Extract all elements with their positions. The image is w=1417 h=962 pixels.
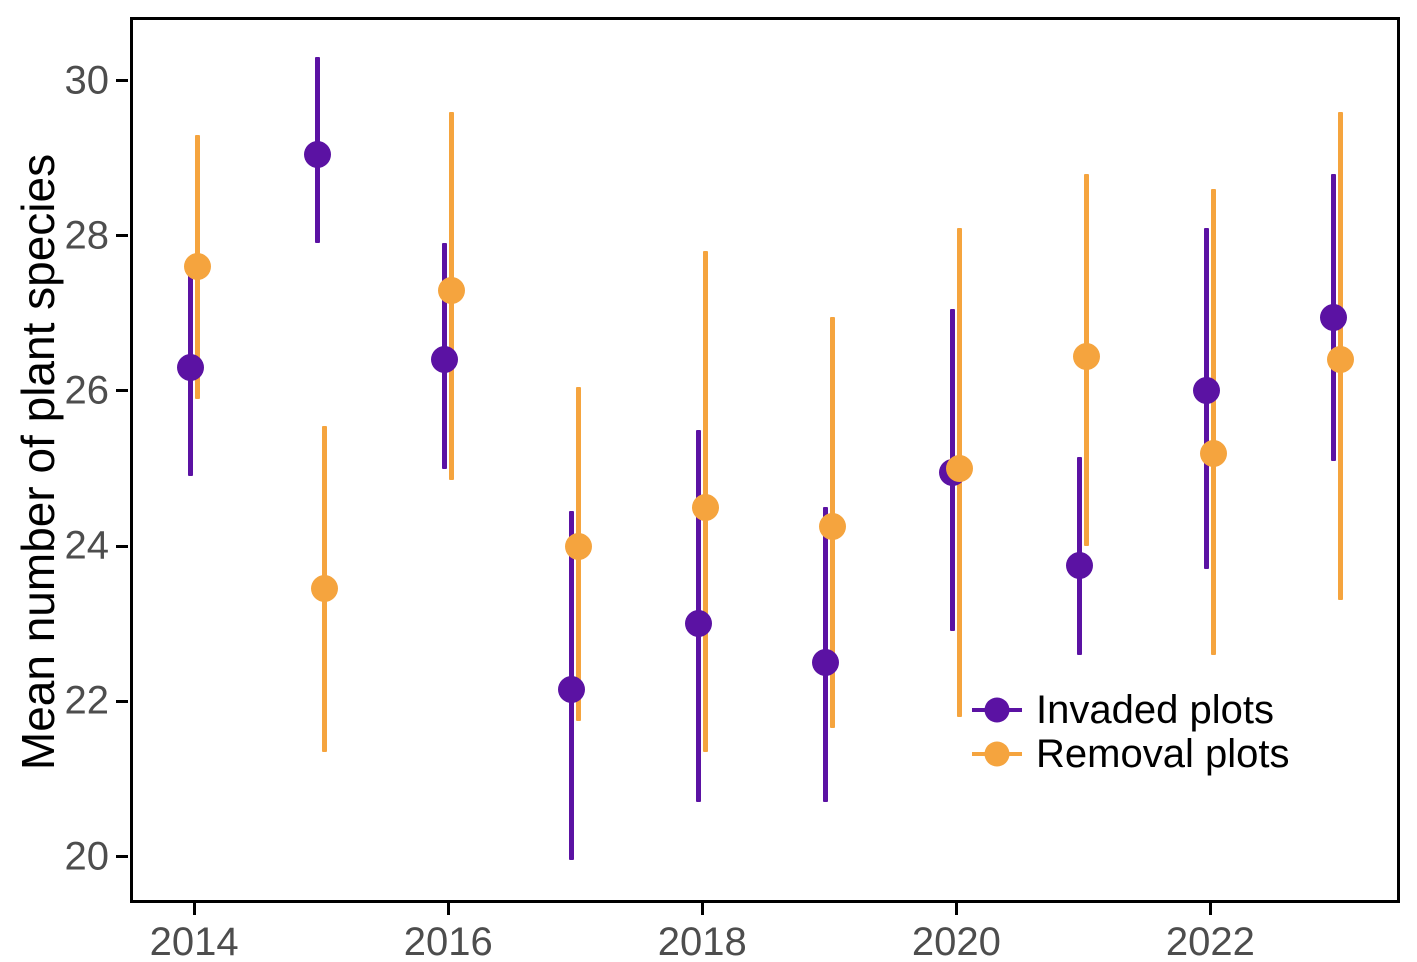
y-tick-mark	[116, 79, 128, 83]
mean-point-removal-2021	[1073, 342, 1101, 370]
x-tick-mark	[954, 903, 958, 915]
legend-key-removal	[972, 740, 1022, 768]
y-tick-label: 28	[64, 213, 110, 258]
mean-point-removal-2017	[565, 532, 593, 560]
mean-point-removal-2022	[1200, 439, 1228, 467]
x-tick-label: 2018	[657, 920, 747, 962]
y-tick-label: 24	[64, 523, 110, 568]
legend-item-removal: Removal plots	[972, 732, 1289, 776]
y-tick-label: 30	[64, 58, 110, 103]
mean-point-removal-2019	[819, 513, 847, 541]
invaded-point-icon	[984, 697, 1010, 723]
mean-point-invaded-2023	[1320, 303, 1348, 331]
plot-panel: 20 22 24 26 28 30 2014 2016 2018 2020 2022	[65, 17, 1400, 962]
x-tick-label: 2020	[911, 920, 1001, 962]
legend-label-invaded: Invaded plots	[1036, 687, 1274, 732]
mean-point-invaded-2018	[685, 610, 713, 638]
legend-key-invaded	[972, 696, 1022, 724]
mean-point-invaded-2015	[304, 140, 332, 168]
y-tick-label: 20	[64, 834, 110, 879]
mean-point-invaded-2022	[1193, 377, 1221, 405]
mean-point-invaded-2021	[1066, 552, 1094, 580]
x-tick-mark	[1208, 903, 1212, 915]
legend-label-removal: Removal plots	[1036, 731, 1290, 776]
mean-point-removal-2015	[311, 575, 339, 603]
mean-point-invaded-2014	[177, 354, 205, 382]
y-tick-label: 26	[64, 368, 110, 413]
x-tick-label: 2016	[403, 920, 493, 962]
x-tick-mark	[192, 903, 196, 915]
mean-point-invaded-2019	[812, 649, 840, 677]
mean-point-removal-2014	[184, 253, 212, 281]
x-tick-label: 2014	[149, 920, 239, 962]
y-tick-mark	[116, 389, 128, 393]
y-tick-mark	[116, 699, 128, 703]
mean-point-removal-2023	[1327, 346, 1355, 374]
mean-point-invaded-2016	[431, 346, 459, 374]
legend-item-invaded: Invaded plots	[972, 688, 1289, 732]
y-axis-title: Mean number of plant species	[12, 153, 64, 771]
x-tick-mark	[700, 903, 704, 915]
legend: Invaded plots Removal plots	[972, 688, 1289, 776]
error-bar-removal-2022	[1211, 189, 1217, 655]
x-tick-mark	[446, 903, 450, 915]
y-tick-mark	[116, 544, 128, 548]
y-tick-mark	[116, 855, 128, 859]
y-tick-mark	[116, 234, 128, 238]
mean-point-removal-2016	[438, 276, 466, 304]
mean-point-removal-2018	[692, 493, 720, 521]
y-tick-label: 22	[64, 678, 110, 723]
x-tick-label: 2022	[1165, 920, 1255, 962]
mean-point-removal-2020	[946, 455, 974, 483]
removal-point-icon	[984, 741, 1010, 767]
mean-point-invaded-2017	[558, 676, 586, 704]
